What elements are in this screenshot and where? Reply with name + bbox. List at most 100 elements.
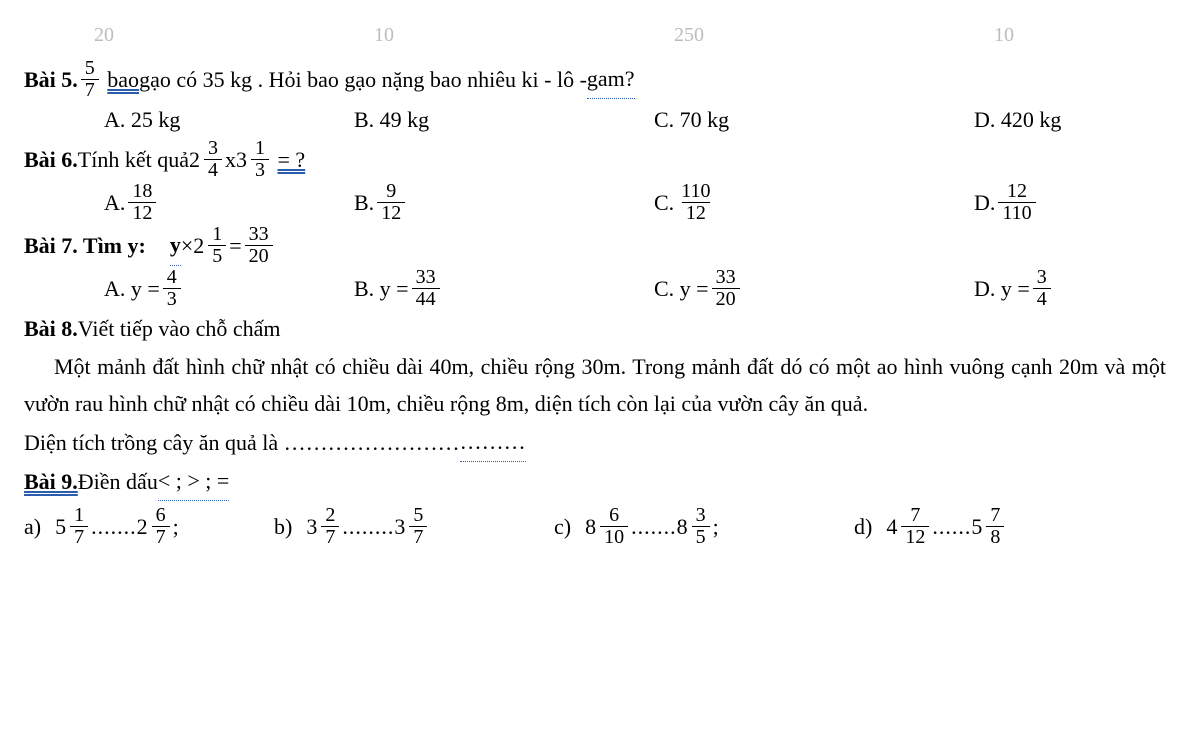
bai5-text: gạo có 35 kg . Hỏi bao gạo nặng bao nhiê…: [139, 61, 587, 98]
c-d1: 10: [600, 526, 628, 548]
b-n2: 5: [409, 505, 427, 526]
frac-num: 5: [81, 58, 99, 79]
bai7-opt-b: B. y = 3344: [354, 267, 654, 310]
bai6-opt-b: B. 912: [354, 181, 654, 224]
a-w1: 5: [55, 508, 66, 545]
bai5-opt-b: B. 49 kg: [354, 101, 654, 138]
c-n: 110: [677, 181, 714, 202]
d-l: d): [854, 508, 872, 545]
bai9-d: d) 4712 ...... 578: [854, 505, 1007, 548]
bai9-text: Điền dấu: [78, 463, 158, 500]
bai9-signs: < ; > ; =: [158, 462, 229, 501]
c-pre: C. y =: [654, 270, 709, 307]
bai8-p2dots: ………: [460, 423, 526, 462]
b-n: 9: [382, 181, 400, 202]
a-l: a): [24, 508, 41, 545]
m1-whole: 2: [189, 141, 200, 178]
c-w1: 8: [585, 508, 596, 545]
m-n: 1: [208, 224, 226, 245]
b-d: 12: [377, 202, 405, 224]
bai8-title: Viết tiếp vào chỗ chấm: [78, 310, 281, 347]
c-n2: 3: [692, 505, 710, 526]
bai6-opt-d: D. 12110: [974, 181, 1039, 224]
bai6-question: Bài 6. Tính kết quả 2 34 x 3 13 = ?: [24, 138, 1166, 181]
b-d1: 7: [321, 526, 339, 548]
b-pre: B. y =: [354, 270, 409, 307]
m-d: 5: [208, 245, 226, 267]
bai9-label: Bài 9.: [24, 463, 78, 500]
b-dots: ........: [342, 508, 394, 545]
d-n2: 7: [986, 505, 1004, 526]
bai5-label: Bài 5.: [24, 61, 78, 98]
c-l: c): [554, 508, 571, 545]
bai8-label: Bài 8.: [24, 310, 78, 347]
d-dots: ......: [932, 508, 971, 545]
bai7-eq: =: [229, 227, 241, 264]
a-d1: 7: [70, 526, 88, 548]
m-w: 2: [193, 227, 204, 264]
c-dots: .......: [631, 508, 677, 545]
a-n1: 1: [70, 505, 88, 526]
m2-n: 1: [251, 138, 269, 159]
bai8-paragraph: Một mảnh đất hình chữ nhật có chiều dài …: [24, 348, 1166, 423]
c-label: C.: [654, 184, 674, 221]
d-n: 3: [1033, 267, 1051, 288]
c-n1: 6: [605, 505, 623, 526]
c-d2: 5: [692, 526, 710, 548]
bai5-options: A. 25 kg B. 49 kg C. 70 kg D. 420 kg: [104, 101, 1166, 138]
a-sc: ;: [173, 508, 179, 545]
a-pre: A. y =: [104, 270, 160, 307]
a-dots: .......: [91, 508, 137, 545]
b-d: 44: [412, 288, 440, 310]
bai8-header: Bài 8. Viết tiếp vào chỗ chấm: [24, 310, 1166, 347]
bai7-rhs: 33 20: [245, 224, 273, 267]
b-n1: 2: [321, 505, 339, 526]
m1-n: 3: [204, 138, 222, 159]
d-label: D.: [974, 184, 995, 221]
bai7-y: y: [170, 226, 181, 265]
a-n: 4: [163, 267, 181, 288]
d-n1: 7: [906, 505, 924, 526]
bai7-opt-a: A. y = 43: [104, 267, 354, 310]
faded-a: 20: [94, 18, 374, 52]
d-d1: 12: [901, 526, 929, 548]
bai6-opt-a: A. 1812: [104, 181, 354, 224]
c-d: 20: [712, 288, 740, 310]
bai7-mixed: 2 15: [193, 224, 229, 267]
bai9-a: a) 517 ....... 267 ;: [24, 505, 274, 548]
bai6-mixed1: 2 34: [189, 138, 225, 181]
b-d2: 7: [409, 526, 427, 548]
b-n: 33: [412, 267, 440, 288]
faded-d: 10: [994, 18, 1014, 52]
bai6-mixed2: 3 13: [236, 138, 272, 181]
c-sc: ;: [713, 508, 719, 545]
a-w2: 2: [137, 508, 148, 545]
d-w1: 4: [886, 508, 897, 545]
bai9-options: a) 517 ....... 267 ; b) 327 ........ 357…: [24, 505, 1166, 548]
bai8-answer-line: Diện tích trồng cây ăn quả là ……………………………: [24, 423, 1166, 462]
bai5-fraction: 5 7: [81, 58, 99, 101]
faded-b: 10: [374, 18, 674, 52]
bai7-times: ×: [181, 227, 193, 264]
c-w2: 8: [677, 508, 688, 545]
bai8-p2: Diện tích trồng cây ăn quả là ……………………: [24, 424, 460, 461]
a-label: A.: [104, 184, 125, 221]
bai9-header: Bài 9. Điền dấu < ; > ; =: [24, 462, 1166, 501]
a-d: 3: [163, 288, 181, 310]
m1-d: 4: [204, 159, 222, 181]
frac-den: 7: [81, 79, 99, 101]
r-d: 20: [245, 245, 273, 267]
b-w2: 3: [394, 508, 405, 545]
bai5-opt-a: A. 25 kg: [104, 101, 354, 138]
b-label: B.: [354, 184, 374, 221]
a-d: 12: [128, 202, 156, 224]
bai5-gam: gam?: [587, 60, 635, 99]
r-n: 33: [245, 224, 273, 245]
m2-d: 3: [251, 159, 269, 181]
b-l: b): [274, 508, 292, 545]
bai5-bao: bao: [107, 61, 139, 98]
bai7-question: Bài 7. Tìm y: y × 2 15 = 33 20: [24, 224, 1166, 267]
b-w1: 3: [306, 508, 317, 545]
d-d2: 8: [986, 526, 1004, 548]
bai7-opt-d: D. y = 34: [974, 267, 1054, 310]
